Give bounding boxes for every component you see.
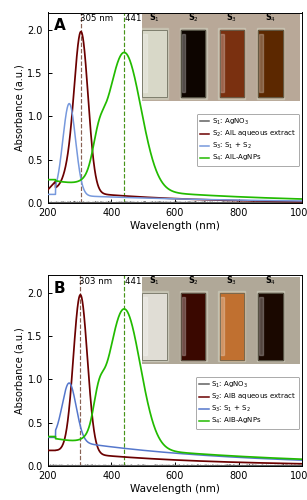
Text: 303 nm: 303 nm	[80, 277, 113, 286]
Y-axis label: Absorbance (a.u.): Absorbance (a.u.)	[14, 64, 25, 151]
X-axis label: Wavelength (nm): Wavelength (nm)	[130, 220, 220, 230]
Text: 441 nm: 441 nm	[125, 14, 158, 23]
Y-axis label: Absorbance (a.u.): Absorbance (a.u.)	[14, 328, 25, 414]
Text: A: A	[54, 18, 66, 33]
Legend: S$_1$: AgNO$_3$, S$_2$: AIL aqueous extract, S$_3$: S$_1$ + S$_2$, S$_4$: AIL-Ag: S$_1$: AgNO$_3$, S$_2$: AIL aqueous extr…	[197, 114, 299, 166]
Text: 441 nm: 441 nm	[125, 277, 158, 286]
X-axis label: Wavelength (nm): Wavelength (nm)	[130, 484, 220, 494]
Text: B: B	[54, 281, 66, 296]
Text: 305 nm: 305 nm	[80, 14, 113, 23]
Legend: S$_1$: AgNO$_3$, S$_2$: AIB aqueous extract, S$_3$: S$_1$ + S$_2$, S$_4$: AIB-Ag: S$_1$: AgNO$_3$, S$_2$: AIB aqueous extr…	[196, 377, 299, 429]
